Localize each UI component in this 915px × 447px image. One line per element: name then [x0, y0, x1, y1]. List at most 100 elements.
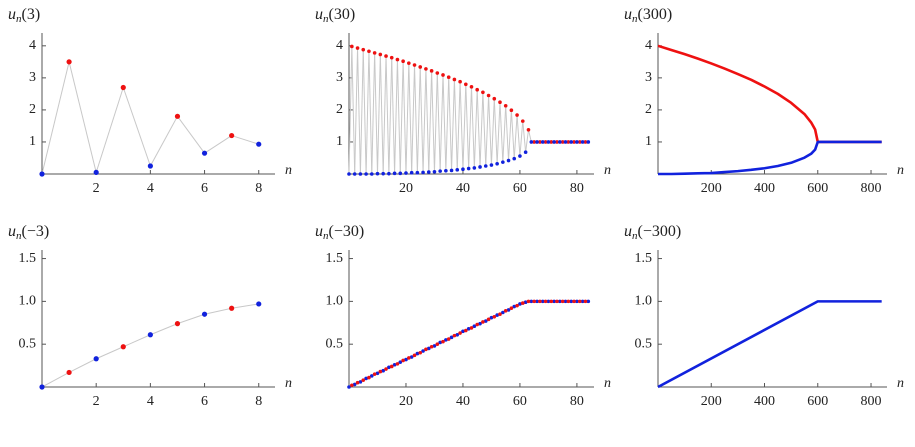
- point: [523, 150, 528, 155]
- panel-title: un(3): [8, 6, 40, 25]
- point: [483, 164, 488, 168]
- x-tick-label: 2: [93, 181, 100, 196]
- point: [538, 140, 542, 144]
- point: [147, 163, 153, 169]
- point: [518, 302, 522, 306]
- x-tick-label: 4: [147, 394, 154, 409]
- curve: [658, 140, 882, 176]
- point: [483, 319, 488, 323]
- point: [372, 372, 377, 376]
- join-line: [496, 102, 501, 164]
- join-line: [468, 86, 472, 169]
- y-tick-label: 4: [336, 38, 343, 53]
- point: [358, 380, 363, 384]
- x-axis-label: n: [285, 163, 292, 178]
- join-line: [362, 49, 367, 175]
- curve: [657, 44, 882, 144]
- join-line: [68, 358, 97, 373]
- point: [350, 44, 354, 49]
- y-tick-label: 1.5: [19, 251, 37, 266]
- join-line: [476, 89, 481, 167]
- join-line: [482, 92, 487, 167]
- point: [404, 357, 408, 362]
- point: [387, 365, 391, 370]
- x-axis-label: n: [897, 376, 904, 391]
- point: [503, 308, 508, 313]
- point: [540, 140, 545, 144]
- point: [501, 310, 505, 315]
- point: [398, 171, 403, 176]
- y-tick-label: 1: [29, 134, 36, 149]
- point: [546, 140, 551, 144]
- y-tick-label: 0.5: [635, 336, 653, 351]
- point: [555, 140, 559, 144]
- point: [39, 384, 45, 390]
- point: [438, 169, 442, 173]
- point: [543, 140, 548, 144]
- join-line: [488, 95, 492, 166]
- point: [384, 367, 388, 371]
- join-line: [516, 115, 521, 157]
- point: [93, 169, 99, 175]
- x-tick-label: 20: [399, 181, 413, 196]
- point: [532, 140, 536, 144]
- point: [515, 113, 519, 117]
- point: [458, 79, 462, 84]
- x-tick-label: 60: [513, 394, 527, 409]
- join-line: [405, 63, 410, 174]
- join-line: [422, 68, 427, 173]
- y-tick-label: 1.5: [326, 251, 344, 266]
- point: [461, 329, 465, 334]
- point: [583, 299, 588, 304]
- x-tick-label: 200: [701, 394, 722, 409]
- point: [418, 65, 423, 69]
- point: [372, 51, 377, 55]
- point: [481, 320, 485, 324]
- point: [560, 299, 565, 304]
- point: [469, 85, 474, 89]
- point: [367, 375, 371, 380]
- point: [446, 337, 451, 341]
- point: [424, 347, 428, 352]
- point: [540, 299, 545, 304]
- title-sub: n: [632, 13, 638, 25]
- point: [355, 46, 360, 50]
- join-line: [394, 59, 398, 174]
- point: [392, 362, 397, 367]
- point: [120, 344, 126, 350]
- join-line: [368, 51, 373, 175]
- join-line: [485, 95, 490, 167]
- curve: [657, 300, 882, 389]
- join-line: [150, 323, 178, 336]
- point: [429, 344, 434, 349]
- x-tick-label: 8: [255, 181, 262, 196]
- join-line: [402, 61, 407, 174]
- point: [174, 321, 181, 327]
- point: [552, 140, 556, 144]
- point: [66, 369, 72, 376]
- x-tick-label: 8: [255, 394, 262, 409]
- point: [472, 324, 477, 329]
- point: [174, 113, 181, 119]
- point: [392, 171, 397, 176]
- join-line: [359, 49, 364, 175]
- point: [461, 167, 465, 171]
- join-line: [493, 98, 498, 164]
- point: [486, 317, 491, 322]
- title-main: u: [624, 223, 632, 240]
- point: [503, 103, 508, 108]
- title-arg: (30): [329, 6, 356, 23]
- join-line: [419, 66, 424, 173]
- join-line: [414, 65, 418, 173]
- join-line: [527, 129, 532, 143]
- point: [572, 140, 576, 144]
- point: [580, 140, 585, 144]
- point: [429, 69, 434, 73]
- title-sub: n: [16, 230, 22, 242]
- point: [201, 311, 208, 317]
- point: [512, 156, 517, 161]
- point: [529, 140, 534, 144]
- x-axis-label: n: [285, 376, 292, 391]
